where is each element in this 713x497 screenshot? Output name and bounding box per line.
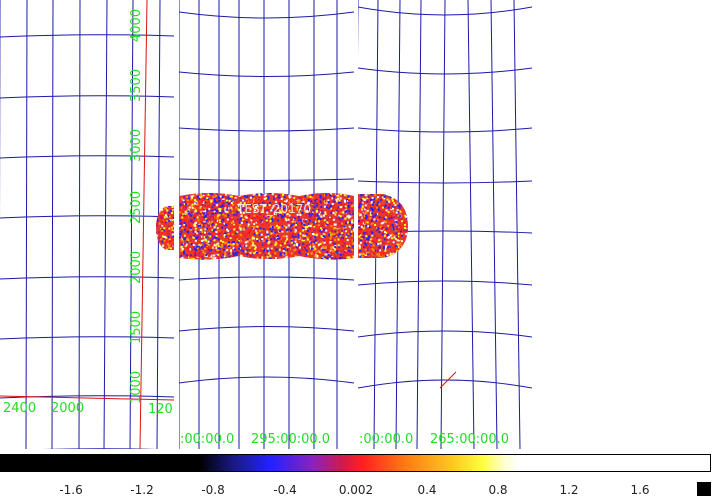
- x-tick-label: 295:00:00.0: [251, 432, 331, 447]
- grid-line-vertical: [25, 0, 28, 449]
- colorbar-tick-label: 1.2: [559, 483, 579, 497]
- grid-line-horizontal: [0, 395, 174, 399]
- vector-mark: [439, 371, 457, 389]
- source-blob: [179, 193, 354, 260]
- grid-line-horizontal: [0, 336, 174, 340]
- grid-line-vertical: [78, 0, 81, 449]
- colorbar[interactable]: [0, 454, 711, 472]
- colorbar-tick-label: 1.6: [630, 483, 650, 497]
- source-blob: [358, 194, 408, 258]
- y-tick-label: 3000: [129, 128, 144, 162]
- y-tick-label: 3500: [129, 68, 144, 102]
- x-tick-label: :00:00.0: [359, 432, 414, 447]
- image-panel-middle[interactable]: TEST_20170... :00:00.0 295:00:00.0: [179, 0, 354, 449]
- colorbar-tick-label: 0.4: [417, 483, 437, 497]
- y-tick-label: 1000: [129, 370, 144, 404]
- x-tick-label: :00:00.0: [180, 432, 235, 447]
- grid-line-horizontal: [179, 376, 354, 384]
- grid-overlay-left: [0, 0, 174, 449]
- grid-line-horizontal: [179, 276, 354, 281]
- x-tick-label: 120: [148, 402, 173, 417]
- grid-line-horizontal: [358, 127, 532, 133]
- grid-line-horizontal: [0, 95, 174, 99]
- colorbar-tick-label: -1.6: [59, 483, 83, 497]
- grid-line-horizontal: [179, 178, 354, 181]
- grid-line-vertical: [467, 0, 475, 449]
- x-tick-label: 2400: [3, 401, 37, 416]
- axis-line-horizontal: [0, 395, 174, 401]
- y-tick-label: 2000: [129, 250, 144, 284]
- grid-line-horizontal: [0, 276, 174, 280]
- x-tick-label: 2000: [51, 401, 85, 416]
- grid-line-horizontal: [0, 215, 174, 219]
- y-tick-label: 1500: [129, 310, 144, 344]
- grid-line-horizontal: [179, 11, 354, 19]
- grid-line-vertical: [51, 0, 54, 449]
- colorbar-tick-label: -0.4: [273, 483, 297, 497]
- colorbar-tick-label: 0.002: [338, 483, 374, 497]
- grid-line-horizontal: [358, 379, 532, 389]
- y-tick-label: 4000: [129, 8, 144, 42]
- grid-line-horizontal: [179, 71, 354, 77]
- grid-line-horizontal: [358, 330, 532, 338]
- grid-line-horizontal: [0, 34, 174, 38]
- grid-line-horizontal: [358, 280, 532, 286]
- y-tick-label: 2500: [129, 190, 144, 224]
- image-panel-right[interactable]: :00:00.0 265:00:00.0: [358, 0, 532, 449]
- axis-line-vertical: [139, 0, 148, 449]
- grid-line-vertical: [416, 0, 422, 449]
- colorbar-tick-label: -1.2: [130, 483, 154, 497]
- image-panel-left[interactable]: 4000 3500 3000 2500 2000 1500 1000 2400 2000 1…: [0, 0, 174, 449]
- overlay-text: TEST_20170...: [237, 202, 323, 216]
- colorbar-end-swatch: [697, 482, 711, 496]
- grid-line-vertical: [129, 0, 134, 449]
- grid-line-horizontal: [0, 155, 174, 159]
- grid-line-vertical: [513, 0, 521, 449]
- x-tick-label: 265:00:00.0: [430, 432, 510, 447]
- source-blob: [156, 206, 174, 250]
- colorbar-tick-label: -0.8: [201, 483, 225, 497]
- grid-line-horizontal: [358, 180, 532, 184]
- grid-line-vertical: [440, 0, 446, 449]
- grid-line-vertical: [103, 0, 108, 449]
- grid-overlay-middle: [179, 0, 354, 449]
- grid-line-horizontal: [358, 67, 532, 75]
- colorbar-tick-label: 0.8: [488, 483, 508, 497]
- grid-line-horizontal: [179, 326, 354, 332]
- grid-overlay-right: [358, 0, 532, 449]
- grid-line-horizontal: [179, 127, 354, 132]
- grid-line-vertical: [490, 0, 498, 449]
